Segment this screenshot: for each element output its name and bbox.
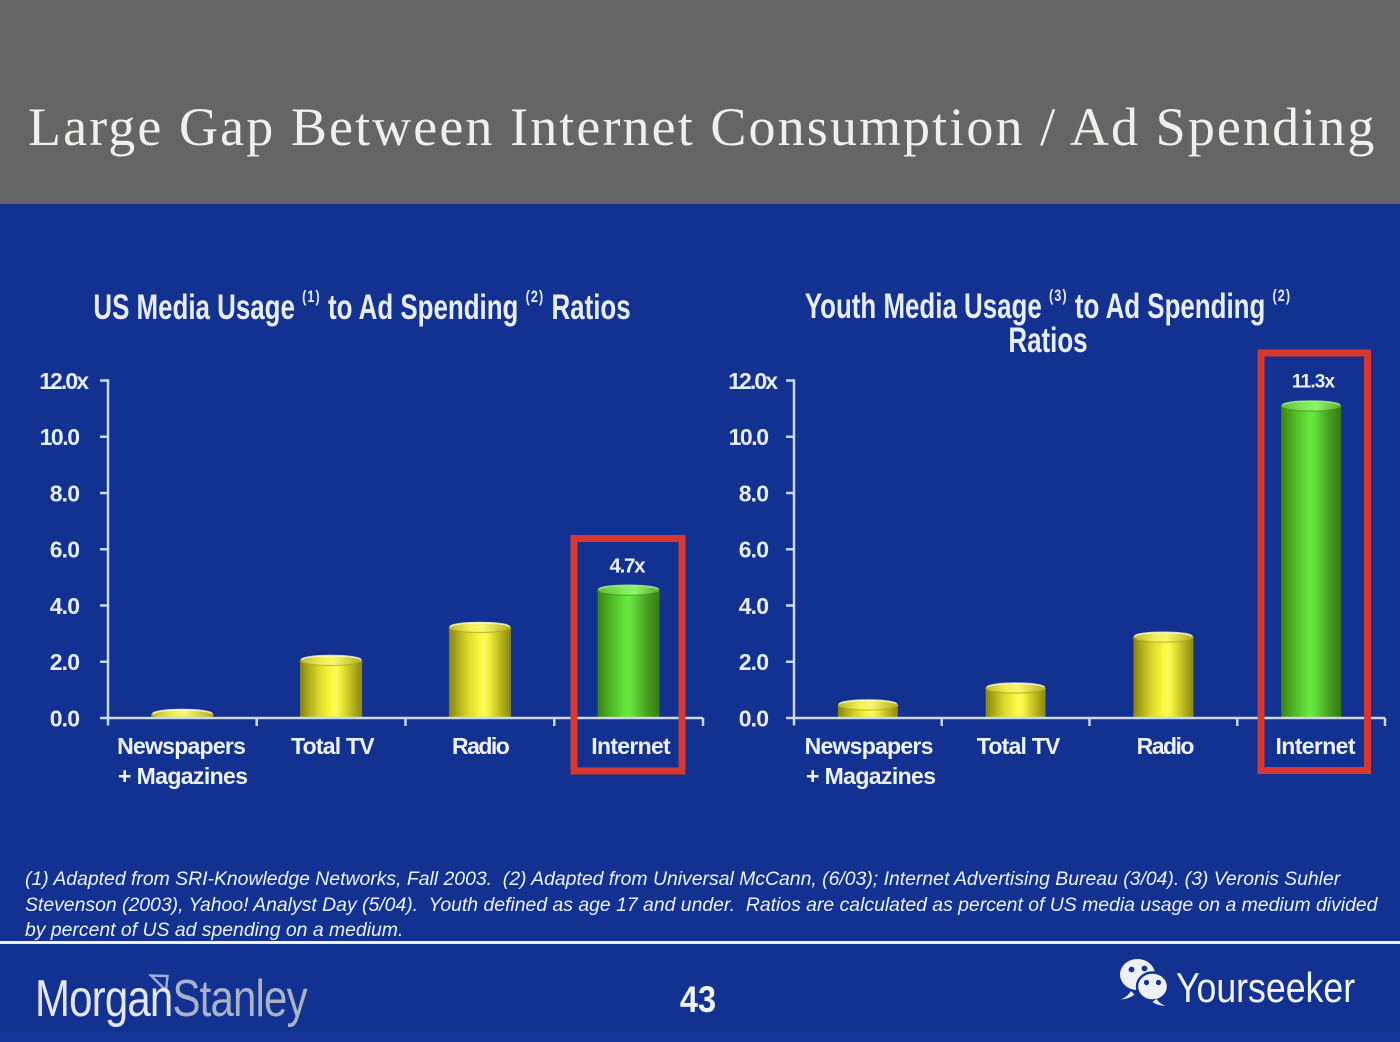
svg-text:12.0x: 12.0x bbox=[728, 368, 778, 394]
svg-text:12.0x: 12.0x bbox=[39, 368, 89, 394]
svg-text:+ Magazines: + Magazines bbox=[806, 763, 936, 789]
svg-text:Total TV: Total TV bbox=[291, 733, 375, 759]
svg-text:Total TV: Total TV bbox=[977, 733, 1061, 759]
svg-text:4.0: 4.0 bbox=[739, 593, 769, 619]
svg-text:10.0: 10.0 bbox=[40, 424, 80, 450]
svg-text:Newspapers: Newspapers bbox=[117, 733, 246, 759]
svg-text:Radio: Radio bbox=[1137, 733, 1195, 759]
svg-text:8.0: 8.0 bbox=[739, 480, 769, 506]
svg-text:Internet: Internet bbox=[591, 733, 671, 759]
svg-text:4.0: 4.0 bbox=[50, 593, 80, 619]
svg-text:+ Magazines: + Magazines bbox=[118, 763, 248, 789]
svg-text:2.0: 2.0 bbox=[50, 649, 80, 675]
svg-text:8.0: 8.0 bbox=[50, 480, 80, 506]
svg-text:Newspapers: Newspapers bbox=[805, 733, 934, 759]
svg-text:11.3x: 11.3x bbox=[1292, 372, 1336, 393]
svg-text:4.7x: 4.7x bbox=[610, 555, 647, 578]
svg-text:Internet: Internet bbox=[1276, 733, 1356, 759]
svg-text:0.0: 0.0 bbox=[50, 705, 80, 731]
svg-text:6.0: 6.0 bbox=[50, 537, 80, 563]
svg-text:6.0: 6.0 bbox=[739, 537, 769, 563]
svg-text:10.0: 10.0 bbox=[729, 424, 769, 450]
svg-text:2.0: 2.0 bbox=[739, 649, 769, 675]
svg-text:0.0: 0.0 bbox=[739, 705, 769, 731]
svg-text:Radio: Radio bbox=[452, 733, 510, 759]
